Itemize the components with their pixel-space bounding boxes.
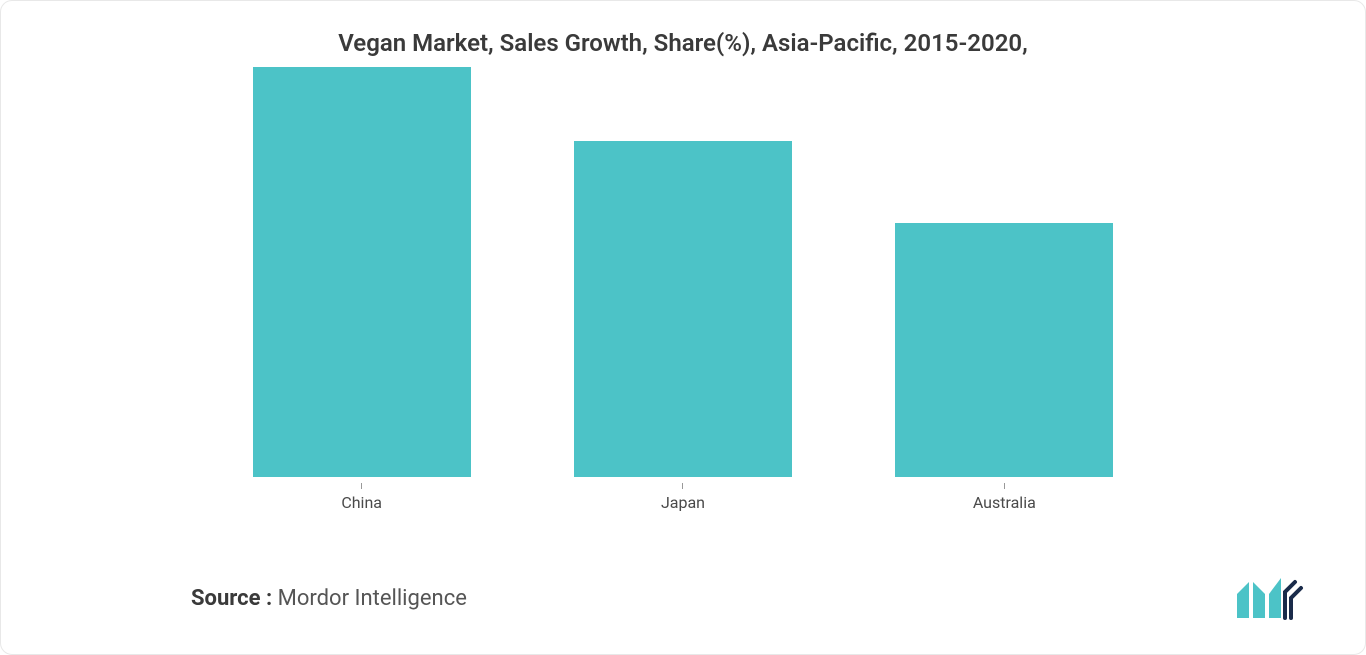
source-text: Source : Mordor Intelligence <box>191 586 467 611</box>
source-label: Source : <box>191 586 272 611</box>
bar-china <box>253 67 471 477</box>
tick-mark <box>361 483 362 489</box>
plot-area <box>201 67 1165 477</box>
chart-title: Vegan Market, Sales Growth, Share(%), As… <box>81 29 1285 57</box>
x-label-australia: Australia <box>973 493 1036 512</box>
bar-wrapper <box>242 67 482 477</box>
x-label-wrapper: China <box>242 483 482 512</box>
x-label-wrapper: Australia <box>884 483 1124 512</box>
tick-mark <box>1004 483 1005 489</box>
bar-australia <box>895 223 1113 477</box>
x-label-wrapper: Japan <box>563 483 803 512</box>
bar-wrapper <box>563 141 803 477</box>
bar-japan <box>574 141 792 477</box>
tick-mark <box>682 483 683 489</box>
source-value: Mordor Intelligence <box>272 586 467 611</box>
bar-wrapper <box>884 223 1124 477</box>
mordor-logo-icon <box>1233 574 1305 622</box>
chart-footer: Source : Mordor Intelligence <box>1 574 1365 622</box>
x-label-china: China <box>341 493 382 512</box>
x-label-japan: Japan <box>661 493 705 512</box>
chart-container: Vegan Market, Sales Growth, Share(%), As… <box>1 1 1365 654</box>
x-axis-labels: China Japan Australia <box>201 477 1165 512</box>
